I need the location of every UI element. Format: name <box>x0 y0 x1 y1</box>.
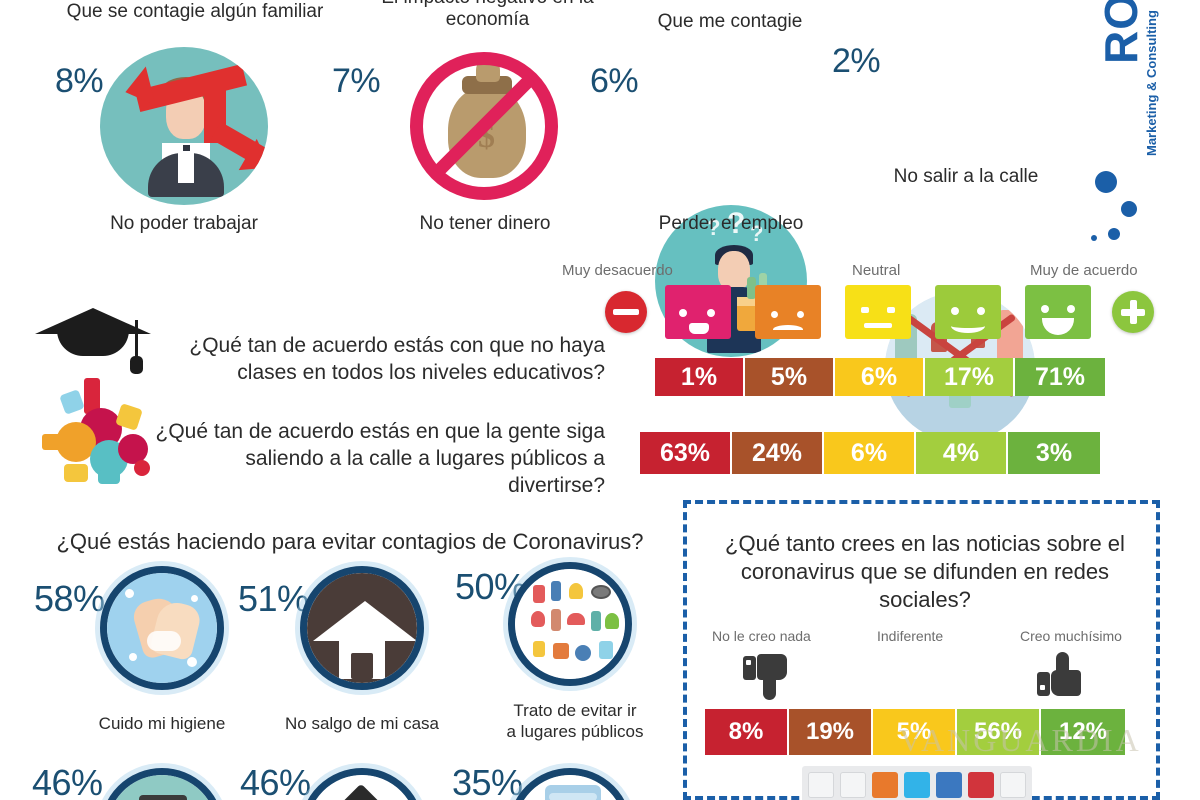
social-media-panel: ¿Qué tanto crees en las noticias sobre e… <box>683 500 1160 800</box>
graduation-cap-icon <box>35 300 155 374</box>
likert-cell: 24% <box>732 432 824 474</box>
social-question-line3: sociales? <box>879 587 971 612</box>
social-cell: 5% <box>873 709 957 755</box>
logo-name: ROHEIS <box>1094 0 1148 64</box>
top-header-center-line2: economía <box>445 9 530 30</box>
prevention-label-3-line2: a lugares públicos <box>506 722 644 741</box>
prevention-percent-4: 46% <box>32 762 103 800</box>
plus-sign-icon <box>1112 291 1154 333</box>
social-label-middle: Indiferente <box>877 628 944 644</box>
likert-cell: 63% <box>640 432 732 474</box>
social-cell: 56% <box>957 709 1041 755</box>
top-header-left: Que se contagie algún familiar <box>66 1 324 22</box>
likert-cell: 71% <box>1015 358 1105 396</box>
prevention-question: ¿Qué estás haciendo para evitar contagio… <box>56 529 644 554</box>
likert-question-2-line1: ¿Qué tan de acuerdo estás en que la gent… <box>155 420 561 443</box>
house-icon <box>300 566 424 690</box>
logo-tagline: Marketing & Consulting <box>1144 10 1159 156</box>
stop-sign-icon <box>605 291 647 333</box>
top-label-3: Perder el empleo <box>658 213 804 234</box>
face-sad-icon <box>755 285 821 339</box>
prevention-label-2: No salgo de mi casa <box>284 714 440 733</box>
top-percent-2: 7% <box>332 62 381 100</box>
top-label-4: No salir a la calle <box>893 166 1039 187</box>
top-percent-3: 6% <box>590 62 639 100</box>
face-very-happy-icon <box>1025 285 1091 339</box>
handwashing-icon <box>100 566 224 690</box>
top-label-2: No tener dinero <box>419 213 551 234</box>
prevention-percent-1: 58% <box>34 578 105 619</box>
social-question-line1: ¿Qué tanto crees en las noticias sobre e… <box>725 531 1125 556</box>
top-header-center-line1: El impacto negativo en la <box>355 0 620 10</box>
likert-question-1: ¿Qué tan de acuerdo estás con que no hay… <box>150 332 605 386</box>
social-question-line2: coronavirus que se difunden en redes <box>740 559 1110 584</box>
likert-cell: 3% <box>1008 432 1100 474</box>
social-label-right: Creo muchísimo <box>1020 628 1122 644</box>
likert-bar-row-2: 63% 24% 6% 4% 3% <box>640 432 1100 474</box>
likert-cell: 5% <box>745 358 835 396</box>
likert-question-2: ¿Qué tan de acuerdo estás en que la gent… <box>150 418 606 499</box>
thumbs-down-icon <box>743 654 795 702</box>
prevention-label-3-line1: Trato de evitar ir <box>513 701 637 720</box>
likert-cell: 1% <box>655 358 745 396</box>
prevention-percent-6: 35% <box>452 762 523 800</box>
public-places-collage-icon <box>42 378 162 490</box>
likert-label-left: Muy desacuerdo <box>562 262 673 279</box>
no-money-bag-icon: $ <box>400 40 570 208</box>
top-percent-4: 2% <box>832 42 881 80</box>
water-glass-icon <box>508 768 632 800</box>
face-happy-icon <box>935 285 1001 339</box>
likert-question-2-line3: divertirse? <box>508 474 605 497</box>
social-question: ¿Qué tanto crees en las noticias sobre e… <box>705 530 1145 614</box>
social-cell: 12% <box>1041 709 1125 755</box>
social-media-keyboard-icon <box>802 766 1032 800</box>
activities-collage-icon <box>508 562 632 686</box>
top-label-1: No poder trabajar <box>110 213 258 234</box>
likert-cell: 6% <box>824 432 916 474</box>
prevention-label-1: Cuido mi higiene <box>98 714 226 733</box>
social-cell: 8% <box>705 709 789 755</box>
sanitizer-icon <box>300 768 424 800</box>
worried-man-down-arrow-icon <box>100 47 268 205</box>
thumbs-up-icon <box>1037 652 1089 700</box>
top-header-right: Que me contagie <box>657 11 803 32</box>
likert-label-right: Muy de acuerdo <box>1030 262 1138 279</box>
social-bar-row: 8% 19% 5% 56% 12% <box>705 709 1125 755</box>
logo-dots <box>1085 165 1165 245</box>
likert-label-middle: Neutral <box>852 262 901 279</box>
social-cell: 19% <box>789 709 873 755</box>
likert-question-1-line2: clases en todos los niveles educativos? <box>237 361 605 384</box>
likert-bar-row-1: 1% 5% 6% 17% 71% <box>655 358 1105 396</box>
likert-question-2-line2: siga saliendo a la calle a lugares públi… <box>245 420 605 470</box>
top-percent-1: 8% <box>55 62 104 100</box>
logo: ROHEIS Marketing & Consulting <box>1092 0 1162 168</box>
likert-cell: 4% <box>916 432 1008 474</box>
prevention-percent-2: 51% <box>238 578 309 619</box>
prevention-percent-5: 46% <box>240 762 311 800</box>
likert-cell: 17% <box>925 358 1015 396</box>
social-label-left: No le creo nada <box>712 628 811 644</box>
face-neutral-icon <box>845 285 911 339</box>
face-very-sad-icon <box>665 285 731 339</box>
mask-icon <box>100 768 224 800</box>
likert-question-1-line1: ¿Qué tan de acuerdo estás con que no hay… <box>189 334 605 357</box>
likert-cell: 6% <box>835 358 925 396</box>
